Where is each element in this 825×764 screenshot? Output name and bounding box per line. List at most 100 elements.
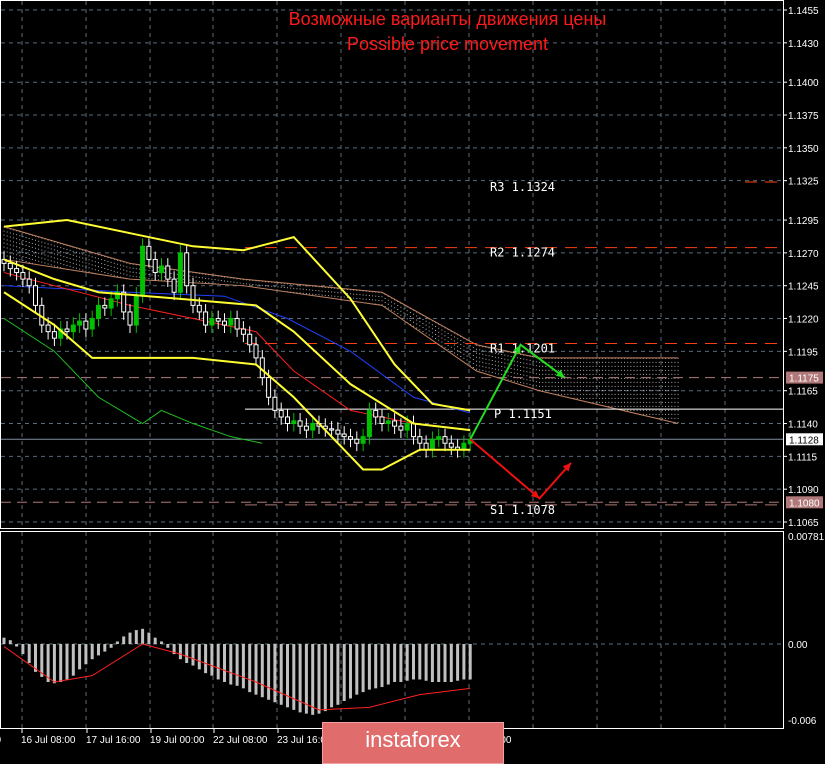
bollinger-upper-line [3,219,471,412]
bearish-scenario-arrow-head [530,490,540,499]
price-tick-label: 1.1350 [788,144,819,155]
candle-body [20,272,26,280]
chikou-span-line [3,318,263,444]
time-tick-label: 19 Jul 00:00 [150,735,205,746]
candle-body [133,294,139,326]
candle-body [33,285,38,306]
candle-body [285,416,290,425]
candle-body [291,420,297,425]
candle-body [398,425,404,431]
price-tick-label: 1.1245 [788,282,819,293]
slow-moving-average-line [3,285,471,414]
candle-body [77,320,83,326]
price-tick-label: 1.1220 [788,315,819,326]
candle-body [89,318,95,330]
candle-body [140,245,146,296]
candle-body [165,265,171,280]
bullish-scenario-arrow-head [513,344,521,354]
candle-body [297,420,303,427]
candle-body [222,320,227,326]
price-tick-label: 1.1325 [788,177,819,188]
candle-body [7,262,13,270]
candle-body [215,318,221,322]
candle-body [266,377,272,398]
candle-body [278,409,284,418]
bullish-scenario-arrow [469,343,566,440]
candle-body [121,291,127,313]
candle-body [253,344,259,359]
price-marker-label: 1.1128 [789,435,819,446]
pivot-label: P 1.1151 [494,407,552,421]
price-marker-badge [786,433,823,446]
candle-body [373,409,379,418]
macd-tick-label: 0.00781 [788,532,825,543]
candle-body [114,291,120,300]
candle-body [348,436,353,440]
price-tick-label: 1.1455 [788,6,819,17]
macd-signal-line [3,643,471,711]
candle-body [448,442,454,448]
candle-body [354,438,360,444]
pivot-label: R3 1.1324 [490,180,555,194]
time-tick-label: 17 Jul 16:00 [86,735,141,746]
candle-body [240,328,246,335]
candle-body [341,433,347,438]
candle-body [379,416,385,425]
candle-body [209,318,215,326]
price-marker-badge [786,371,823,384]
candle-body [171,278,177,293]
time-tick-label: 23 Jul 16:00 [277,735,332,746]
chart-title-ru: Возможные варианты движения цены [288,9,607,29]
candle-body [45,324,51,333]
price-tick-label: 1.1065 [788,518,819,529]
candle-body [184,252,190,287]
price-marker-label: 1.1080 [789,498,820,509]
candle-body [159,265,164,274]
price-tick-label: 1.1195 [788,347,818,358]
candle-body [329,428,335,431]
price-tick-label: 1.1270 [788,249,819,260]
price-tick-label: 1.1430 [788,39,819,50]
candle-body [108,298,114,309]
candle-body [385,420,391,425]
instaforex-logo: instaforex [322,722,504,764]
candle-body [417,436,423,444]
candle-body [247,333,253,346]
candle-body [228,318,234,326]
time-tick-label: 22 Jul 08:00 [213,735,268,746]
price-tick-label: 1.1140 [788,420,818,431]
candle-body [64,328,70,333]
candle-body [1,258,7,264]
candle-body [360,436,366,444]
main-pane-frame [0,0,784,529]
price-marker-label: 1.1175 [789,374,819,385]
candle-body [190,285,196,306]
candle-body [366,409,372,438]
candle-body [203,311,209,326]
candle-body [429,438,435,451]
price-tick-label: 1.1375 [788,111,819,122]
price-tick-label: 1.1165 [788,387,818,398]
candle-body [392,420,398,427]
candle-body [272,396,278,411]
candle-body [127,311,133,326]
bollinger-middle-line [3,258,471,432]
candle-body [70,324,76,333]
macd-tick-label: -0.006 [788,716,817,727]
candle-body [14,268,20,274]
candle-body [335,429,341,435]
candle-body [152,258,158,274]
candle-body [26,278,32,287]
price-tick-label: 1.1400 [788,78,819,89]
candle-body [411,423,416,438]
candle-body [310,423,316,431]
price-tick-label: 1.1090 [788,485,819,496]
pivot-label: S1 1.1078 [490,503,555,517]
candle-body [196,304,202,313]
macd-tick-label: 0.00 [788,640,808,651]
candle-body [83,320,89,330]
price-tick-label: 1.1295 [788,216,819,227]
time-tick-label: 16 Jul 08:00 [21,735,76,746]
candle-body [58,328,64,339]
